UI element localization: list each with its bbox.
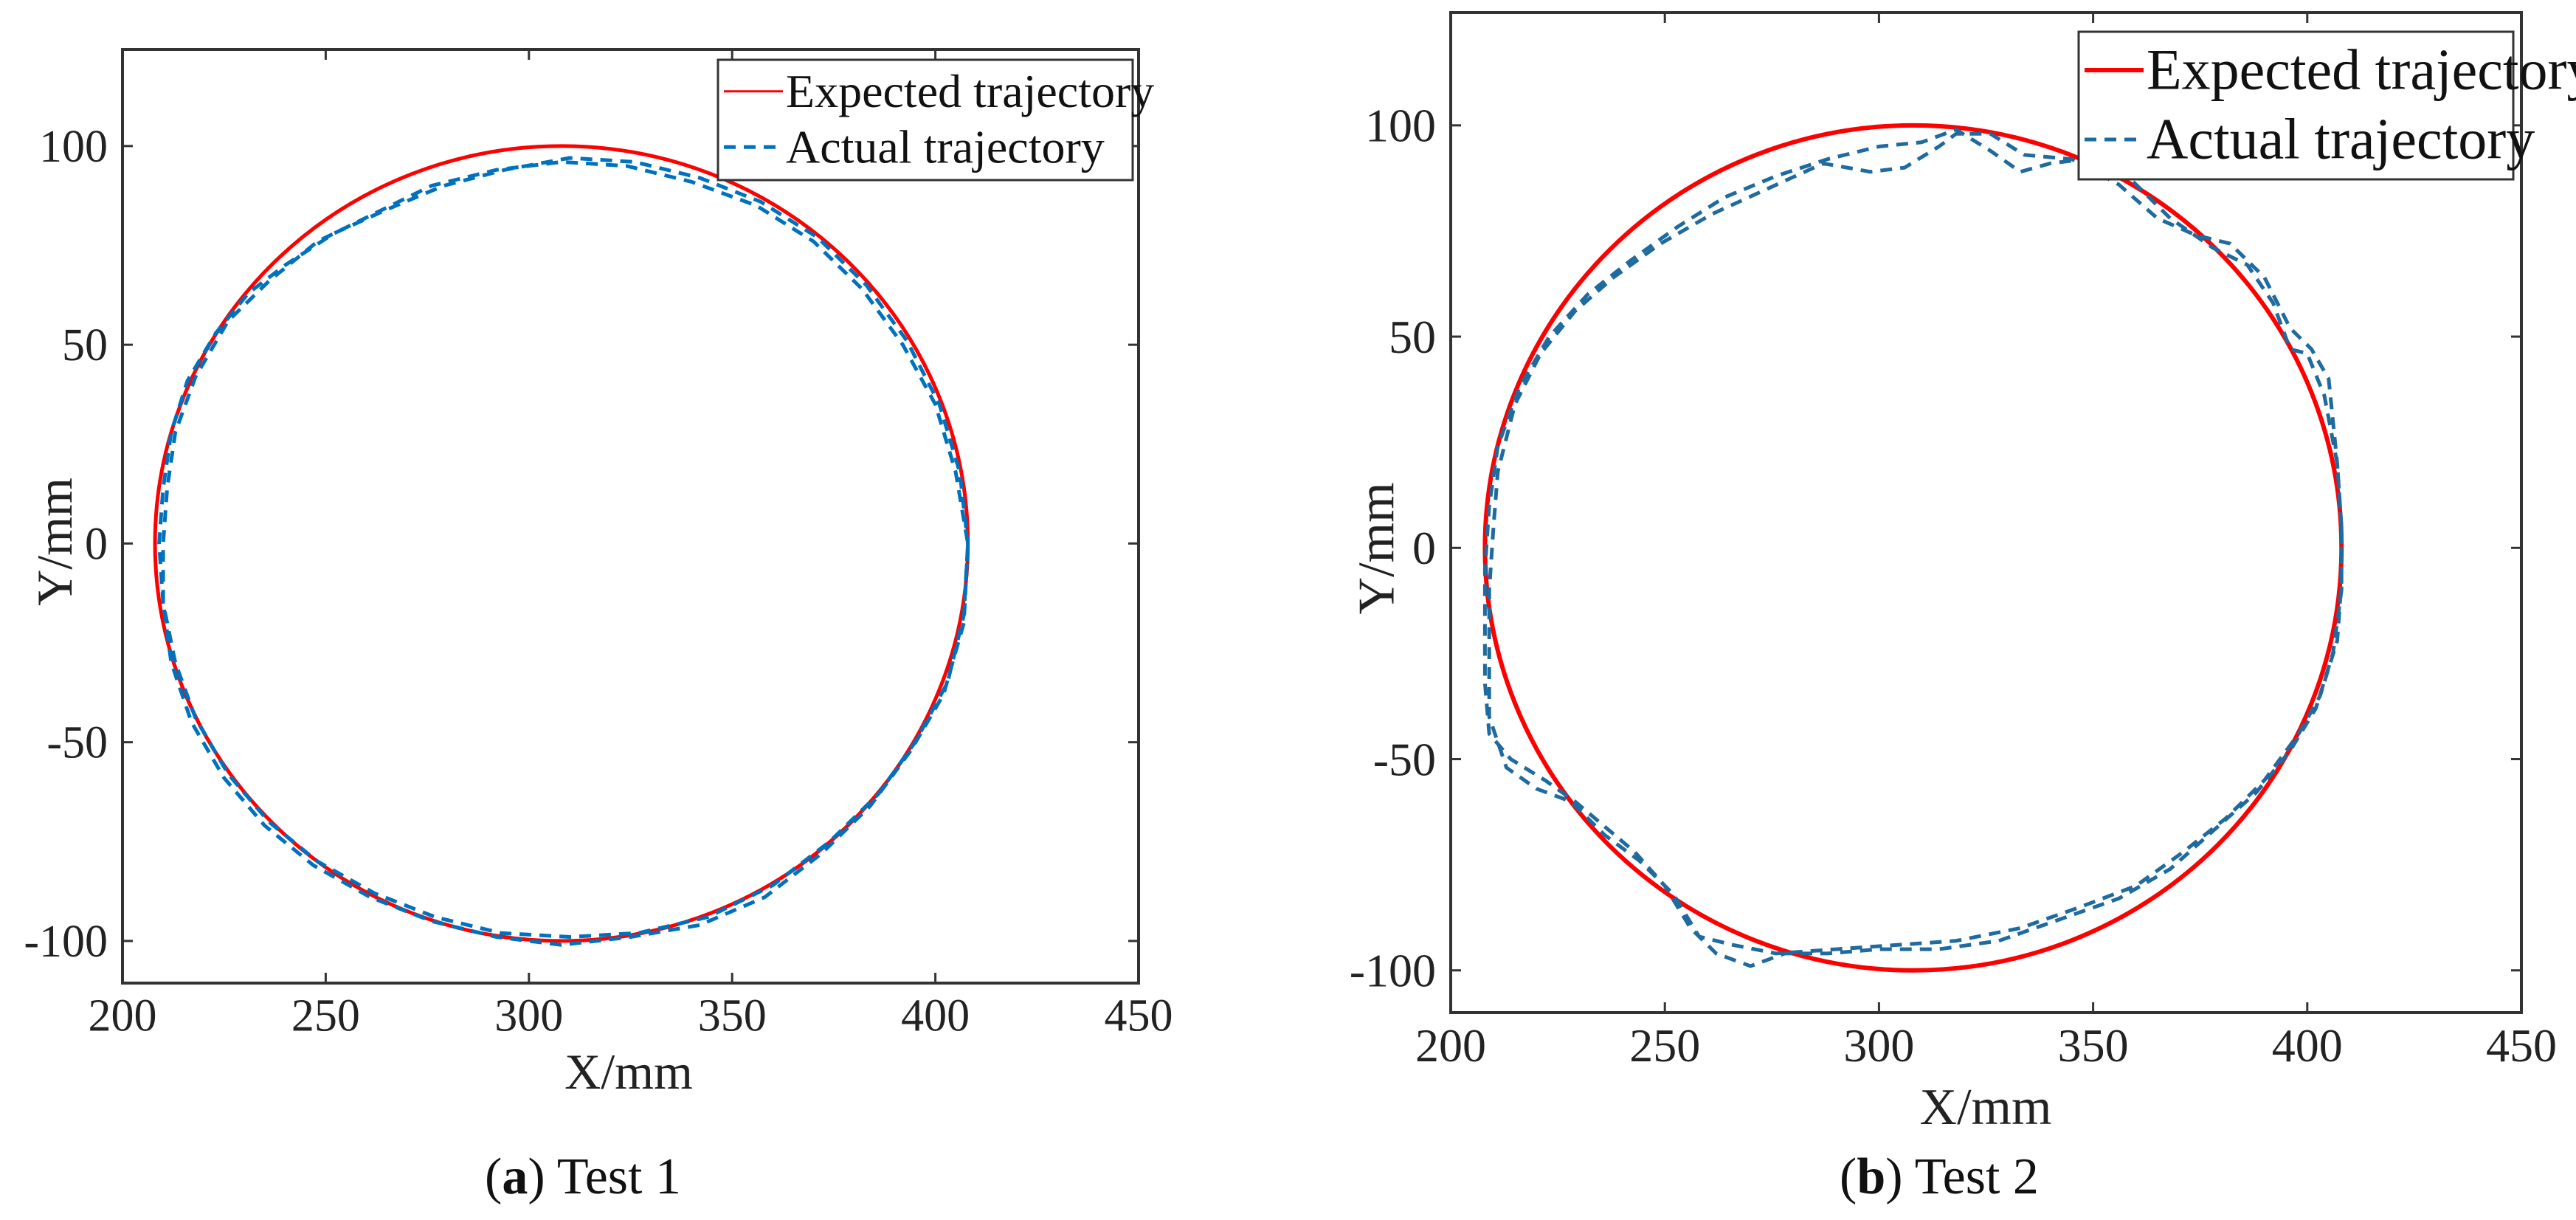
x-axis-label: X/mm [1920, 1079, 2052, 1136]
legend-label: Actual trajectory [786, 120, 1105, 173]
x-tick-label: 250 [291, 990, 360, 1041]
caption-letter: a [502, 1148, 528, 1205]
x-tick-label: 300 [494, 990, 563, 1041]
y-tick-label: -100 [1350, 945, 1436, 997]
actual-trajectory-line [1482, 128, 2344, 968]
y-tick-label: -100 [24, 917, 108, 967]
y-tick-label: 0 [85, 519, 108, 569]
y-tick-label: 0 [1412, 522, 1436, 574]
y-tick-label: 50 [62, 320, 108, 371]
plot-area [122, 49, 1139, 983]
y-axis-label: Y/mm [1349, 483, 1406, 615]
chart-test1: 200 250 300 350 400 450 -100 -50 0 50 100 X/mm Y/mm E… [24, 48, 1173, 1100]
legend-label: Actual trajectory [2147, 107, 2535, 171]
y-axis-label: Y/mm [27, 478, 83, 606]
legend-label: Expected trajectory [786, 65, 1154, 117]
y-tick-label: 100 [1365, 100, 1436, 152]
legend-box [2077, 30, 2515, 181]
legend-box [716, 58, 1134, 182]
x-tick-label: 350 [698, 990, 767, 1041]
chart-test2: 200 250 300 350 400 450 -100 -50 0 50 100 X/mm Y/mm E… [1349, 11, 2576, 1136]
plot-lines [1482, 123, 2344, 973]
x-tick-label: 200 [89, 990, 157, 1041]
y-tick-label: 100 [39, 122, 108, 172]
axes-frame [1449, 11, 2523, 1014]
caption-text: Test 1 [545, 1148, 681, 1205]
y-tick-label: 50 [1389, 311, 1436, 363]
y-tick-label: -50 [46, 718, 108, 768]
x-tick-label: 200 [1415, 1019, 1486, 1072]
x-tick-label: 350 [2058, 1019, 2129, 1072]
plot-lines [153, 144, 970, 947]
caption-test2: (b) Test 2 [1840, 1148, 2039, 1205]
x-tick-label: 250 [1629, 1019, 1700, 1072]
caption-letter: b [1857, 1148, 1886, 1205]
axes-frame [121, 48, 1140, 985]
legend-label: Expected trajectory [2147, 38, 2576, 102]
x-tick-label: 450 [2486, 1019, 2557, 1072]
actual-trajectory-line [157, 156, 970, 947]
x-axis-label: X/mm [564, 1044, 693, 1100]
x-tick-label: 400 [2272, 1019, 2343, 1072]
y-tick-label: -50 [1373, 733, 1436, 785]
x-tick-label: 300 [1843, 1019, 1914, 1072]
x-tick-label: 450 [1105, 990, 1173, 1041]
caption-test1: (a) Test 1 [485, 1148, 681, 1205]
x-tick-label: 400 [901, 990, 970, 1041]
caption-text: Test 2 [1902, 1148, 2039, 1205]
